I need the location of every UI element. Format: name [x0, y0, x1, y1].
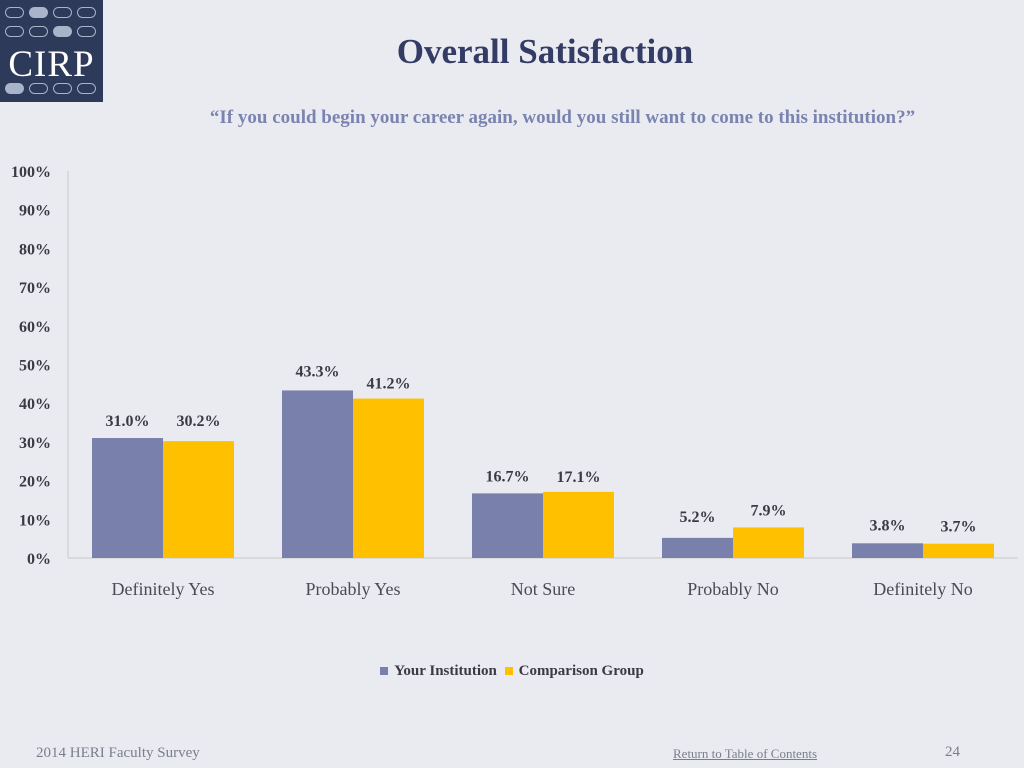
y-tick-label: 70% — [19, 280, 51, 297]
logo-pill — [53, 26, 72, 37]
logo-pill — [77, 26, 96, 37]
bar-your-institution — [92, 438, 163, 558]
cirp-logo: CIRP — [0, 0, 103, 102]
data-label: 30.2% — [177, 413, 221, 430]
data-label: 17.1% — [557, 469, 601, 486]
y-tick-label: 40% — [19, 396, 51, 413]
bar-comparison-group — [923, 543, 994, 558]
x-category-label: Definitely No — [873, 579, 972, 599]
legend-item-comparison-group: Comparison Group — [504, 663, 644, 680]
legend-swatch-your-institution — [380, 666, 389, 675]
return-to-toc-link[interactable]: Return to Table of Contents — [673, 746, 817, 761]
logo-pill — [5, 26, 24, 37]
data-label: 7.9% — [751, 502, 787, 519]
logo-pill — [77, 7, 96, 18]
bars — [92, 390, 994, 558]
bar-chart: 0% 10% 20% 30% 40% 50% 60% 70% 80% 90% 100% Defini… — [11, 164, 1018, 599]
x-category-label: Definitely Yes — [112, 579, 215, 599]
logo-pill — [77, 83, 96, 94]
data-label: 3.7% — [941, 519, 977, 536]
y-tick-label: 50% — [19, 358, 51, 375]
chart-legend: Your Institution Comparison Group — [0, 663, 1024, 680]
data-label: 43.3% — [296, 363, 340, 380]
y-tick-label: 100% — [11, 164, 51, 181]
x-category-label: Not Sure — [511, 579, 576, 599]
data-label: 31.0% — [106, 413, 150, 430]
logo-pill — [29, 26, 48, 37]
bar-comparison-group — [733, 527, 804, 558]
bar-your-institution — [852, 543, 923, 558]
logo-pill — [29, 7, 48, 18]
x-category-label: Probably Yes — [305, 579, 400, 599]
legend-swatch-comparison-group — [504, 666, 513, 675]
page-number: 24 — [945, 744, 960, 760]
slide-subtitle: “If you could begin your career again, w… — [209, 107, 916, 128]
y-tick-label: 80% — [19, 241, 51, 258]
bar-comparison-group — [353, 398, 424, 558]
y-tick-label: 60% — [19, 319, 51, 336]
y-tick-label: 0% — [27, 551, 51, 568]
data-label: 41.2% — [367, 376, 411, 393]
bar-comparison-group — [163, 441, 234, 558]
bar-your-institution — [472, 493, 543, 558]
y-tick-label: 10% — [19, 512, 51, 529]
bar-your-institution — [662, 537, 733, 558]
y-tick-label: 30% — [19, 435, 51, 452]
y-tick-label: 20% — [19, 474, 51, 491]
data-label: 3.8% — [870, 517, 906, 534]
data-label: 16.7% — [486, 468, 530, 485]
bar-your-institution — [282, 390, 353, 558]
y-tick-label: 90% — [19, 203, 51, 220]
logo-pill — [5, 7, 24, 18]
logo-pill — [53, 7, 72, 18]
logo-text: CIRP — [8, 44, 95, 85]
legend-label-your-institution: Your Institution — [394, 663, 497, 679]
footer-survey-name: 2014 HERI Faculty Survey — [36, 745, 200, 761]
slide-title: Overall Satisfaction — [396, 32, 694, 71]
data-label: 5.2% — [680, 509, 716, 526]
x-axis-labels: Definitely Yes Probably Yes Not Sure Probab… — [112, 579, 973, 599]
logo-pill — [29, 83, 48, 94]
logo-pill — [5, 83, 24, 94]
x-category-label: Probably No — [687, 579, 779, 599]
logo-pill — [53, 83, 72, 94]
legend-label-comparison-group: Comparison Group — [518, 663, 644, 679]
bar-comparison-group — [543, 491, 614, 558]
legend-item-your-institution: Your Institution — [380, 663, 497, 680]
data-labels: 31.0% 30.2% 43.3% 41.2% 16.7% 17.1% 5.2% 7.9% 3.… — [106, 363, 977, 535]
